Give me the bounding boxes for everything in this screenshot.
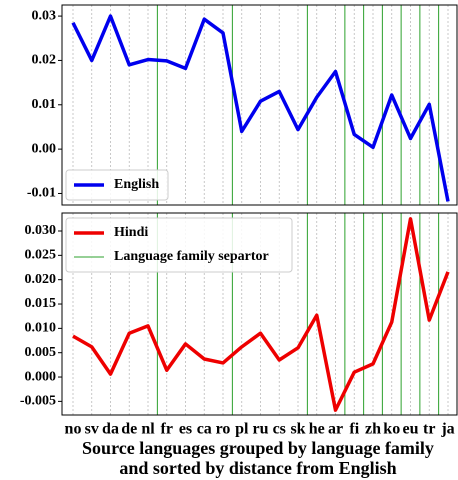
x-tick-label: fr <box>161 421 173 438</box>
x-tick-label: he <box>309 421 325 438</box>
x-tick-label: eu <box>403 421 419 438</box>
y-tick-label: 0.015 <box>25 296 57 311</box>
x-tick-label: ko <box>383 421 400 438</box>
x-axis-label: Source languages grouped by language fam… <box>82 438 434 458</box>
x-tick-label: es <box>179 421 192 438</box>
x-tick-label: zh <box>365 421 381 438</box>
legend-box <box>65 217 293 273</box>
y-tick-label: -0.01 <box>27 186 56 201</box>
plot-frame <box>61 4 458 206</box>
x-axis-label: and sorted by distance from English <box>119 458 396 478</box>
series-line <box>72 217 450 412</box>
x-tick-label: ru <box>253 421 269 438</box>
x-tick-label: pl <box>235 421 249 438</box>
legend-label: English <box>114 177 159 192</box>
x-tick-label: ro <box>216 421 231 438</box>
y-tick-label: 0.01 <box>32 97 57 112</box>
x-tick-label: tr <box>423 421 435 438</box>
x-tick-label: ar <box>328 421 343 438</box>
y-tick-label: 0.010 <box>25 321 57 336</box>
y-tick-label: 0.03 <box>32 8 57 23</box>
y-tick-label: 0.005 <box>25 345 57 360</box>
x-tick-label: ja <box>440 421 454 438</box>
legend-box <box>65 169 169 201</box>
x-tick-label: no <box>65 421 82 438</box>
y-tick-label: 0.025 <box>25 248 57 263</box>
y-tick-label: 0.000 <box>25 369 57 384</box>
legend-label: Language family separtor <box>114 249 269 264</box>
x-tick-label: de <box>121 421 137 438</box>
y-tick-label: 0.030 <box>25 223 57 238</box>
x-tick-label: cs <box>273 421 286 438</box>
x-tick-label: nl <box>141 421 155 438</box>
y-tick-label: 0.00 <box>32 141 57 156</box>
x-tick-label: sv <box>85 421 99 438</box>
series-line <box>71 14 450 202</box>
plot-frame <box>61 212 458 416</box>
y-tick-label: -0.005 <box>20 394 56 409</box>
x-tick-label: da <box>102 421 119 438</box>
y-tick-label: 0.020 <box>25 272 57 287</box>
x-tick-label: fi <box>349 421 359 438</box>
x-tick-label: ca <box>197 421 212 438</box>
y-tick-label: 0.02 <box>32 53 57 68</box>
x-tick-label: sk <box>290 421 305 438</box>
legend-label: Hindi <box>114 225 148 240</box>
